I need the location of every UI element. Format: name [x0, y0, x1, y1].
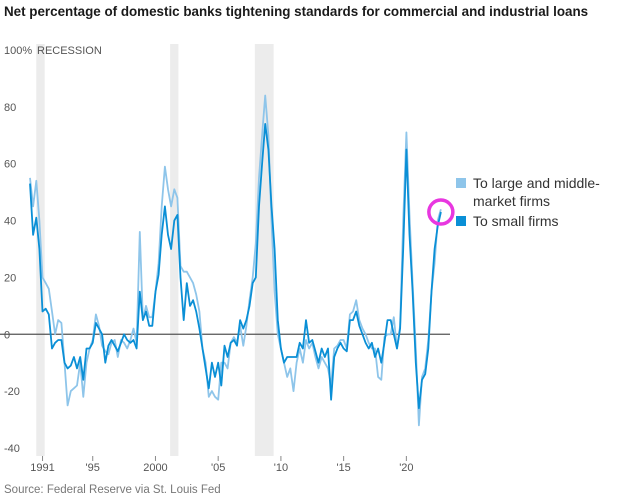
series-line-small: [29, 123, 442, 410]
x-tick-label: '15: [336, 462, 350, 474]
source-note: Source: Federal Reserve via St. Louis Fe…: [4, 484, 221, 496]
x-tick-label: '05: [211, 462, 225, 474]
legend-swatch-large: [456, 178, 466, 188]
x-tick-label: '10: [274, 462, 288, 474]
series-line-large: [29, 94, 442, 427]
x-tick-label: '95: [86, 462, 100, 474]
y-tick-label: 40: [4, 216, 16, 228]
y-tick-label: 0: [4, 329, 10, 341]
legend-item-large: To large and middle-market firms: [456, 174, 616, 210]
recession-label: RECESSION: [37, 45, 102, 57]
x-tick-label: '20: [399, 462, 413, 474]
y-tick-label: -40: [4, 443, 20, 455]
y-tick-label: 20: [4, 272, 16, 284]
recession-band-2: [170, 44, 179, 456]
y-tick-label: 60: [4, 159, 16, 171]
legend-label-large: To large and middle-market firms: [473, 175, 600, 209]
x-tick-label: 1991: [30, 462, 54, 474]
highlight-circle: [427, 198, 455, 226]
legend: To large and middle-market firms To smal…: [456, 174, 616, 232]
chart-title: Net percentage of domestic banks tighten…: [4, 4, 589, 19]
y-tick-label: -20: [4, 386, 20, 398]
y-tick-label: 100%: [4, 45, 32, 57]
legend-item-small: To small firms: [456, 212, 616, 230]
y-tick-label: 80: [4, 102, 16, 114]
legend-swatch-small: [456, 216, 466, 226]
x-tick-label: 2000: [143, 462, 167, 474]
legend-label-small: To small firms: [473, 213, 559, 229]
